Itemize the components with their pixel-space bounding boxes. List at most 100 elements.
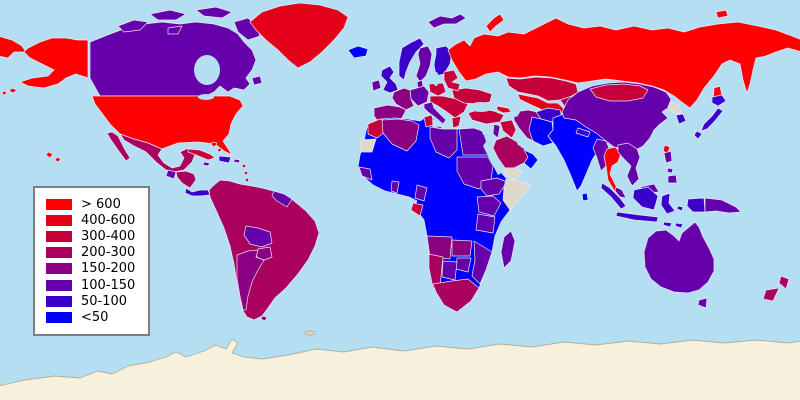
country-sweden [415,45,433,83]
caucasus [496,105,513,114]
country-japan [693,94,727,140]
persian-gulf [517,139,530,152]
country-ireland [371,79,382,92]
country-botswana [441,260,458,281]
great-lakes [198,94,214,100]
guyanas [271,190,293,208]
country-ethiopia [480,177,508,197]
legend-label: <50 [81,309,109,325]
tasmania-island [697,297,708,309]
hispaniola-island [218,155,232,164]
legend-swatch [46,230,72,242]
legend-swatch [46,198,72,210]
country-north-korea [667,101,682,114]
falkland-islands [260,315,268,322]
legend-swatch [46,311,72,323]
legend-row: 400-600 [46,212,142,228]
legend-swatch [46,263,72,275]
western-sahara [359,138,377,153]
indochina [617,142,641,187]
baja-california [106,131,131,162]
legend-label: 150-200 [81,261,136,277]
hudson-bay [194,55,220,85]
newfoundland-island [251,75,263,86]
legend-swatch [46,295,72,307]
bahamas-islands [210,141,223,153]
honduras-nicaragua [175,170,197,189]
country-uk [380,65,399,94]
country-mongolia [589,83,649,102]
legend-row: 300-400 [46,228,142,244]
legend-label: 200-300 [81,245,136,261]
country-angola [426,235,453,260]
puerto-rico-island [233,158,241,164]
country-bolivia [243,225,273,248]
black-sea [469,102,493,112]
country-tunisia [423,114,434,128]
country-iceland [347,45,369,59]
country-greenland [249,2,349,69]
country-papua-new-guinea [704,197,742,214]
country-australia [643,221,715,294]
legend-label: 100-150 [81,277,136,293]
legend-label: 50-100 [81,293,128,309]
country-tanzania [475,213,496,234]
country-cuba [187,148,216,161]
eastern-europe-balkans [429,95,469,119]
country-algeria [381,118,420,152]
legend-row: 200-300 [46,245,142,261]
madagascar-island [500,230,516,269]
country-china [561,81,672,152]
map-legend: > 600 400-600 300-400 200-300 150-200 10… [33,186,150,336]
country-egypt [458,127,490,156]
caspian-sea [509,93,521,117]
legend-swatch [46,214,72,226]
country-argentina [236,249,265,311]
new-guinea-west [686,197,706,213]
legend-row: <50 [46,309,142,325]
country-usa [91,95,244,156]
legend-label: 400-600 [81,212,136,228]
country-somalia [502,178,532,211]
country-norway [398,37,425,81]
canada-arctic-islands [117,6,261,41]
country-iraq [499,119,517,139]
legend-label: > 600 [81,196,121,212]
legend-label: 300-400 [81,228,136,244]
red-sea [483,140,503,175]
country-new-zealand [762,275,790,302]
kenya-uganda [476,195,502,217]
country-indonesia [600,182,684,229]
country-mozambique [471,240,493,285]
country-nepal [575,127,591,138]
levant [492,123,501,139]
legend-swatch [46,279,72,291]
belarus-baltics [443,69,461,92]
lesser-antilles [241,163,250,183]
country-philippines [663,150,678,184]
legend-row: 50-100 [46,293,142,309]
antarctica [0,338,800,400]
novaya-zemlya [485,13,505,33]
legend-row: > 600 [46,196,142,212]
country-poland [428,82,447,97]
country-ukraine [451,87,493,105]
sri-lanka-island [581,192,589,202]
country-france [391,87,415,111]
country-mexico [119,133,197,173]
country-libya [429,126,458,159]
svalbard-islands [427,13,467,29]
oman-uae [523,149,539,170]
south-georgia-island [304,330,316,336]
country-guatemala [165,169,177,180]
jamaica-island [202,161,211,167]
ghana-strip [390,180,400,194]
country-south-korea [675,113,687,125]
baltic-sea [433,72,439,86]
country-yemen [504,167,523,181]
country-greece [451,115,462,129]
hawaii-islands [45,151,62,163]
legend-swatch [46,247,72,259]
